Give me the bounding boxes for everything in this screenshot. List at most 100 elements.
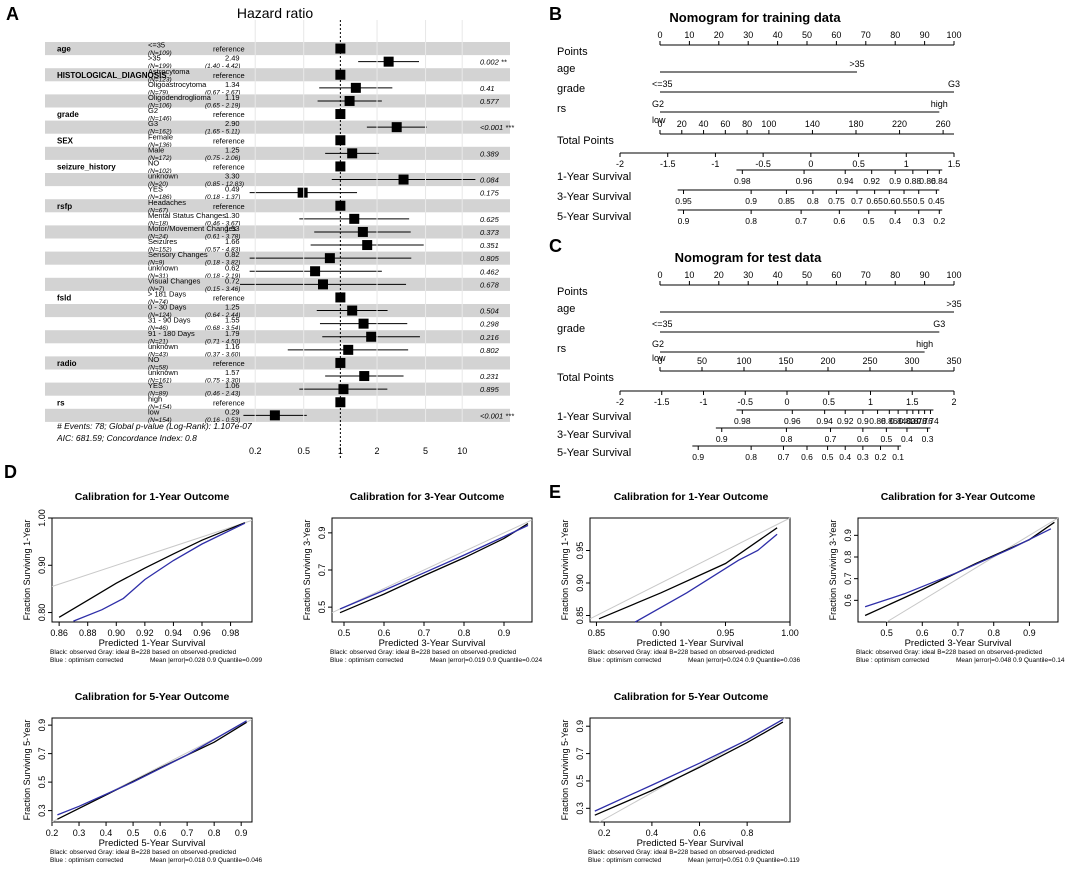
nomogram-category-label: <=35 — [652, 79, 673, 89]
calibration-x-tick-label: 0.4 — [646, 828, 659, 838]
nomogram-tick-label: 0.7 — [795, 216, 807, 226]
nomogram-tick-label: -0.5 — [755, 159, 771, 169]
calibration-frame — [51, 517, 253, 623]
forest-p-value: 0.805 — [480, 254, 500, 263]
nomogram-row-label: grade — [557, 323, 585, 335]
forest-level-label: Oligodendroglioma — [148, 93, 212, 102]
calibration-y-tick-label: 0.7 — [575, 747, 585, 760]
forest-variable-label: rs — [57, 398, 65, 407]
panel-letter-d: D — [4, 462, 17, 482]
nomogram-tick-label: -0.5 — [737, 397, 753, 407]
forest-n-label: (N=21) — [148, 338, 168, 345]
nomogram-tick-label: 0.96 — [796, 176, 813, 186]
nomogram-tick-label: 0.98 — [734, 416, 751, 426]
calibration-x-tick-label: 0.8 — [208, 828, 221, 838]
forest-level-label: unknown — [148, 342, 178, 351]
calibration-x-tick-label: 0.5 — [127, 828, 140, 838]
forest-hr-point — [269, 410, 280, 421]
forest-reference-label: reference — [213, 293, 245, 302]
nomogram-tick-label: 0.5 — [913, 196, 925, 206]
calibration-y-tick-label: 0.3 — [575, 802, 585, 815]
forest-level-label: unknown — [148, 172, 178, 181]
forest-hr-value: 2.90 — [225, 119, 240, 128]
forest-hr-value: 1.06 — [225, 381, 240, 390]
forest-ci-value: (0.16 - 0.53) — [205, 417, 240, 424]
forest-hr-point — [324, 253, 335, 264]
forest-hr-value: 3.30 — [225, 172, 240, 181]
forest-level-label: 31 - 90 Days — [148, 316, 191, 325]
nomogram-row-label: age — [557, 63, 575, 75]
nomogram-tick-label: 30 — [743, 270, 753, 280]
calibration-x-label: Predicted 1-Year Survival — [637, 638, 744, 649]
forest-level-label: NO — [148, 158, 159, 167]
nomogram-tick-label: 0.9 — [745, 196, 757, 206]
forest-ref-point — [335, 69, 346, 80]
forest-hr-value: 1.25 — [225, 145, 240, 154]
nomogram-tick-label: 2 — [951, 397, 956, 407]
nomogram-tick-label: 1.5 — [906, 397, 919, 407]
calibration-x-tick-label: 0.92 — [136, 628, 154, 638]
forest-hr-point — [362, 240, 373, 251]
calibration-x-tick-label: 0.86 — [50, 628, 68, 638]
nomogram-tick-label: 0.84 — [890, 416, 907, 426]
forest-level-label: unknown — [148, 368, 178, 377]
forest-row-band — [45, 94, 510, 108]
forest-n-label: (N=136) — [148, 142, 172, 149]
nomogram-tick-label: -1.5 — [660, 159, 676, 169]
calibration-x-tick-label: 0.90 — [652, 628, 670, 638]
forest-ci-value: (0.37 - 3.60) — [205, 351, 240, 358]
nomogram-tick-label: 0.6 — [801, 452, 813, 462]
nomogram-tick-label: 10 — [684, 30, 694, 40]
calibration-y-tick-label: 0.9 — [37, 719, 47, 732]
calibration-title: Calibration for 1-Year Outcome — [75, 491, 230, 503]
forest-hr-value: 1.66 — [225, 237, 240, 246]
calibration-x-tick-label: 0.88 — [79, 628, 97, 638]
panel-letter-c: C — [549, 236, 562, 256]
nomogram-category-label: G2 — [652, 99, 664, 109]
nomogram-tick-label: 0.9 — [692, 452, 704, 462]
nomogram-tick-label: 0.8 — [907, 416, 919, 426]
forest-n-label: (N=18) — [148, 220, 168, 227]
calibration-observed-line — [864, 521, 1055, 617]
calibration-ideal-line — [331, 519, 533, 614]
forest-n-label: (N=24) — [148, 233, 168, 240]
forest-n-label: (N=123) — [148, 76, 172, 83]
nomogram-tick-label: 80 — [890, 270, 900, 280]
nomogram-tick-label: 0.6 — [883, 196, 895, 206]
nomogram-category-label: low — [652, 115, 666, 125]
forest-variable-label: age — [57, 45, 71, 54]
nomogram-tick-label: 250 — [862, 356, 877, 366]
forest-axis-tick: 2 — [375, 446, 380, 456]
forest-level-label: Astrocytoma — [148, 67, 191, 76]
calibration-x-tick-label: 0.98 — [222, 628, 240, 638]
calibration-x-tick-label: 0.4 — [100, 828, 113, 838]
nomogram-row-label: rs — [557, 343, 567, 355]
forest-hr-point — [391, 122, 402, 133]
nomogram-row-label: 1-Year Survival — [557, 411, 631, 423]
nomogram-tick-label: 50 — [697, 356, 707, 366]
nomogram-tick-label: 0.8 — [781, 434, 793, 444]
calibration-y-tick-label: 0.5 — [575, 775, 585, 788]
nomogram-tick-label: 0.45 — [928, 196, 945, 206]
forest-level-label: Mental Status Changes — [148, 211, 226, 220]
nomogram-tick-label: 20 — [677, 119, 687, 129]
forest-ci-value: (0.64 - 2.44) — [205, 312, 240, 319]
forest-p-value: 0.175 — [480, 189, 500, 198]
calibration-x-tick-label: 0.3 — [73, 828, 86, 838]
nomogram-tick-label: 200 — [820, 356, 835, 366]
forest-level-label: high — [148, 394, 162, 403]
forest-ref-point — [335, 397, 346, 408]
forest-p-value: 0.462 — [480, 267, 500, 276]
forest-ci-value: (0.67 - 2.67) — [205, 89, 240, 96]
forest-p-value: 0.373 — [480, 228, 500, 237]
calibration-x-tick-label: 0.8 — [987, 628, 1000, 638]
forest-n-label: (N=43) — [148, 351, 168, 358]
forest-hr-point — [350, 82, 361, 93]
forest-hr-value: 1.19 — [225, 93, 240, 102]
forest-level-label: Motor/Movement Changes — [148, 224, 237, 233]
nomogram-category-label: G3 — [933, 319, 945, 329]
forest-p-value: 0.41 — [480, 84, 495, 93]
forest-hr-value: 1.79 — [225, 329, 240, 338]
forest-ci-value: (0.18 - 3.82) — [205, 260, 240, 267]
nomogram-tick-label: 0.5 — [852, 159, 865, 169]
